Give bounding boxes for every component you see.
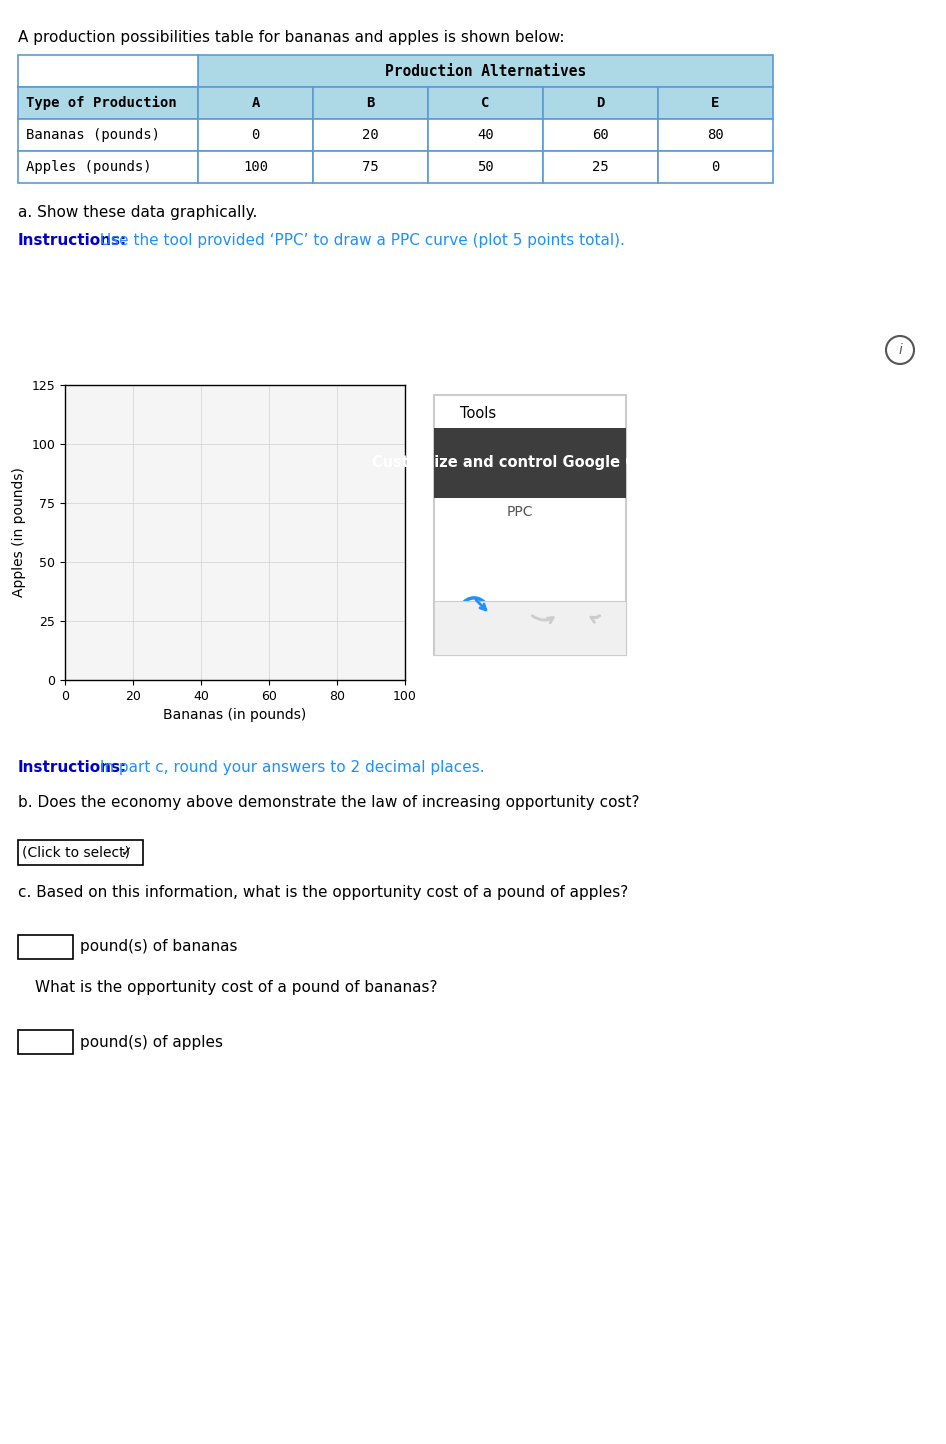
Text: A production possibilities table for bananas and apples is shown below:: A production possibilities table for ban… [18, 30, 565, 45]
Bar [543, 152, 658, 183]
Bar [313, 152, 428, 183]
Bar [198, 55, 773, 87]
Bar [18, 152, 198, 183]
Bar [313, 118, 428, 152]
Bar [18, 118, 198, 152]
Bar [198, 152, 313, 183]
Bar [18, 1030, 73, 1054]
Text: Type of Production: Type of Production [26, 95, 177, 110]
Text: Instructions:: Instructions: [18, 760, 128, 775]
Text: pound(s) of bananas: pound(s) of bananas [80, 940, 237, 954]
Bar [18, 936, 73, 959]
Bar [198, 87, 313, 118]
Bar [313, 87, 428, 118]
Text: i: i [898, 344, 902, 357]
Text: Production Alternatives: Production Alternatives [385, 64, 587, 78]
Text: a. Show these data graphically.: a. Show these data graphically. [18, 205, 257, 219]
X-axis label: Bananas (in pounds): Bananas (in pounds) [164, 708, 307, 722]
Text: A: A [252, 95, 260, 110]
Text: Bananas (pounds): Bananas (pounds) [26, 129, 160, 142]
Text: 25: 25 [592, 160, 609, 173]
Text: In part c, round your answers to 2 decimal places.: In part c, round your answers to 2 decim… [95, 760, 484, 775]
Text: pound(s) of apples: pound(s) of apples [80, 1034, 223, 1050]
Bar [658, 118, 773, 152]
Text: Tools: Tools [460, 406, 496, 422]
Bar [198, 118, 313, 152]
Text: 100: 100 [243, 160, 268, 173]
Text: Customize and control Google Chrome: Customize and control Google Chrome [372, 455, 689, 471]
FancyBboxPatch shape [434, 427, 626, 498]
Text: E: E [711, 95, 720, 110]
Bar [428, 152, 543, 183]
Bar [18, 840, 143, 865]
Bar [428, 87, 543, 118]
Text: ✓: ✓ [121, 846, 133, 859]
Text: D: D [596, 95, 604, 110]
Text: 0: 0 [252, 129, 260, 142]
Text: B: B [366, 95, 375, 110]
Text: Instructions:: Instructions: [18, 232, 128, 248]
Bar [658, 87, 773, 118]
FancyBboxPatch shape [434, 396, 626, 654]
Text: PPC: PPC [507, 504, 534, 518]
Bar [428, 118, 543, 152]
Bar [18, 87, 198, 118]
Text: Use the tool provided ‘PPC’ to draw a PPC curve (plot 5 points total).: Use the tool provided ‘PPC’ to draw a PP… [95, 232, 625, 248]
Y-axis label: Apples (in pounds): Apples (in pounds) [12, 468, 26, 598]
Text: C: C [482, 95, 490, 110]
Text: 50: 50 [477, 160, 494, 173]
Bar [18, 55, 198, 87]
Bar [543, 118, 658, 152]
Text: c. Based on this information, what is the opportunity cost of a pound of apples?: c. Based on this information, what is th… [18, 885, 628, 900]
FancyBboxPatch shape [434, 601, 626, 654]
Bar [543, 87, 658, 118]
Text: (Click to select): (Click to select) [22, 846, 130, 859]
Text: 40: 40 [477, 129, 494, 142]
Text: 0: 0 [711, 160, 720, 173]
Text: 80: 80 [707, 129, 724, 142]
Text: b. Does the economy above demonstrate the law of increasing opportunity cost?: b. Does the economy above demonstrate th… [18, 796, 639, 810]
Bar [658, 152, 773, 183]
Text: What is the opportunity cost of a pound of bananas?: What is the opportunity cost of a pound … [35, 980, 437, 995]
Text: 60: 60 [592, 129, 609, 142]
Text: 75: 75 [362, 160, 379, 173]
Text: 20: 20 [362, 129, 379, 142]
Text: Apples (pounds): Apples (pounds) [26, 160, 151, 173]
